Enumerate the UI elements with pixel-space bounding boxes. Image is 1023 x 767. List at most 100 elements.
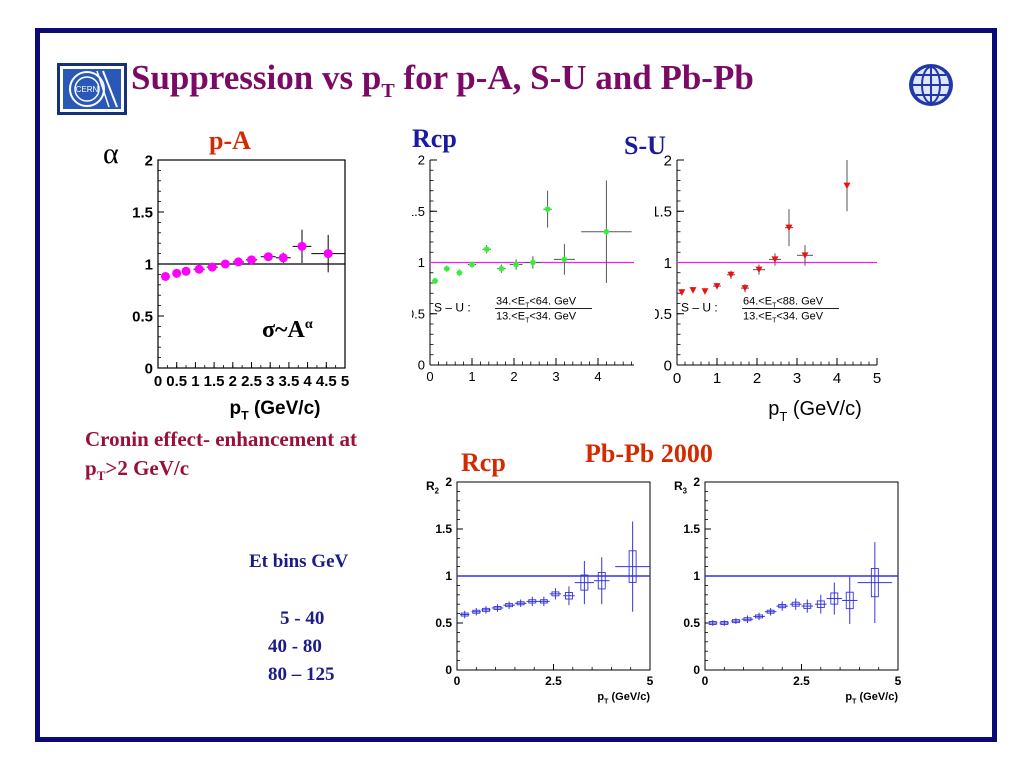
systematic-box [551,591,560,597]
data-point [245,255,258,265]
systematic-box [528,599,537,604]
legend-numerator: 64.<ET<88. GeV [743,295,824,309]
systematic-box [845,591,854,610]
cronin-note-line1: Cronin effect- enhancement at [85,427,357,451]
y-tick-label: 1.5 [435,522,452,536]
chart-pbpb-r3: 0 0.5 1 1.5 2 0 2.5 5 pT (GeV/c) R3 [674,475,902,705]
pa-label: p-A [209,126,251,155]
data-point [594,557,610,605]
et-bin-2: 40 - 80 [268,636,322,657]
slide-title: Suppression vs pT for p-A, S-U and Pb-Pb [131,58,754,102]
data-point [563,586,575,606]
marker [220,259,230,269]
x-axis-label: pT (GeV/c) [845,691,898,705]
data-point [753,612,765,621]
x-tick-label: 3 [266,373,274,390]
plot-area: 00.511.520 0.5 1 1.5 2 2.5 3 3.5 4 4.5 5pT (GeV/c) [132,152,349,422]
alpha-axis-symbol: α [103,137,119,170]
x-tick-label: 2.5 [241,373,262,390]
y-tick-label: 2 [418,153,425,168]
marker [561,256,568,263]
data-point [538,596,550,607]
su-label: S-U [624,131,666,160]
cern-logo: CERN [57,63,127,115]
y-tick-label: 0.5 [683,616,700,630]
y-tick-label: 0 [418,358,425,373]
x-tick-label: 1.5 [204,373,225,390]
chart-su-34-64: 00.511.52012345S – U :34.<ET<64. GeV13.<… [412,153,634,384]
systematic-box [791,601,800,607]
marker [513,261,520,268]
data-point [432,277,439,285]
data-point [769,253,781,266]
systematic-box [628,550,637,583]
x-tick-label: 3 [552,369,559,384]
y-tick-label: 2 [145,152,153,169]
y-tick-label: 0.5 [435,616,452,630]
systematic-box [564,591,573,600]
data-point [292,229,312,263]
data-point [482,245,491,254]
marker [544,206,551,213]
marker [233,257,243,267]
data-point [456,269,463,276]
systematic-box [803,603,812,609]
y-tick-label: 2 [445,475,452,489]
systematic-box [597,572,606,590]
marker [263,252,273,262]
marker [194,264,204,274]
x-tick-label: 0.5 [166,373,187,390]
marker [323,249,333,259]
legend-denominator: 13.<ET<34. GeV [496,310,577,324]
systematic-box [505,603,514,608]
x-tick-label: 4 [303,373,312,390]
x-tick-label: 5 [895,674,902,688]
chart-pa: 00.511.520 0.5 1 1.5 2 2.5 3 3.5 4 4.5 5pT (GeV/c) [132,152,349,422]
y-tick-label: 2 [693,475,700,489]
marker [443,265,450,272]
data-point [491,604,504,612]
x-axis-label: pT (GeV/c) [230,398,321,423]
cronin-note-line2: pT>2 GeV/c [85,456,190,484]
data-point [857,542,893,623]
y-tick-label: 0 [664,357,672,374]
marker [469,261,475,268]
data-point [311,234,345,273]
marker [456,269,463,276]
marker [843,182,851,190]
data-point [471,607,481,616]
marker [432,277,439,284]
systematic-box [731,619,740,624]
marker [483,246,490,253]
sigma-formula: σ~Aα [262,317,313,343]
y-tick-label: 0 [445,663,452,677]
systematic-box [830,592,839,605]
y-tick-label: 1 [664,255,672,272]
data-point [776,601,788,611]
marker [713,283,721,290]
marker [801,252,809,259]
data-point [741,615,754,623]
data-point [193,264,205,274]
x-tick-label: 5 [341,373,349,390]
marker [172,268,182,278]
x-axis-label: pT (GeV/c) [597,691,650,705]
data-point [764,607,777,616]
data-point [826,582,843,615]
y-axis-label: R2 [426,479,440,496]
y-tick-label: 2 [664,152,672,169]
data-point [727,270,735,279]
marker [278,253,288,263]
data-point [549,588,562,600]
systematic-box [493,606,502,610]
systematic-box [460,612,469,617]
data-point [219,259,231,269]
data-point [789,598,802,610]
x-tick-label: 2.5 [793,674,810,688]
data-point [553,244,575,275]
y-tick-label: 1 [418,255,425,270]
et-bin-3: 80 – 125 [268,664,335,685]
y-tick-label: 1.5 [412,204,425,219]
data-point [467,261,477,268]
plot-area: 0 0.5 1 1.5 2 0 2.5 5 pT (GeV/c) R3 [674,475,902,705]
